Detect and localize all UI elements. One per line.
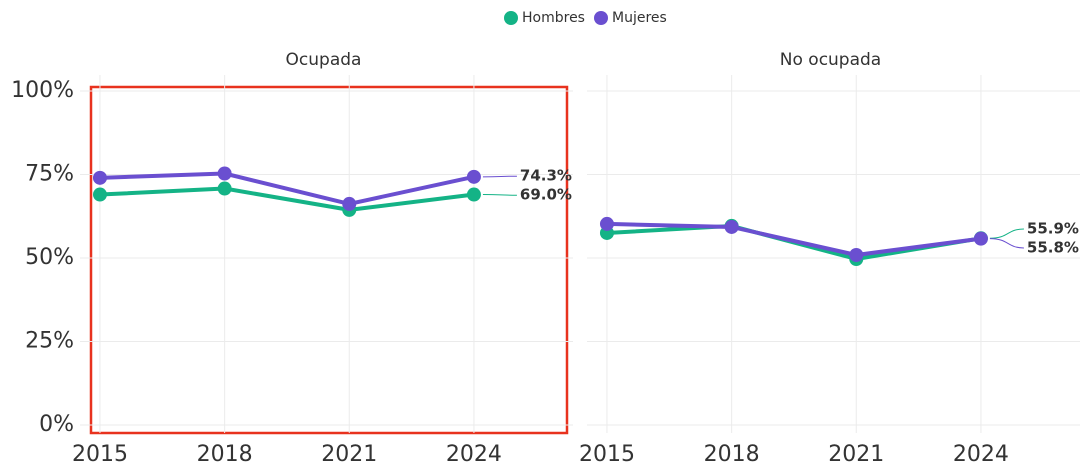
point [92, 187, 107, 202]
y-tick-label: 25% [25, 328, 74, 353]
point [466, 187, 481, 202]
x-tick-label: 2018 [197, 442, 253, 467]
point [724, 219, 739, 234]
y-tick-label: 100% [11, 78, 74, 103]
y-tick-label: 0% [39, 412, 74, 437]
panel-title: Ocupada [286, 50, 362, 70]
series-line [606, 221, 982, 257]
x-tick-label: 2024 [446, 442, 502, 467]
label-leader [989, 228, 1024, 239]
point [849, 247, 864, 262]
series-line [99, 186, 475, 212]
point [342, 196, 357, 211]
legend-label: Hombres [522, 10, 585, 26]
label-leader [482, 194, 517, 196]
y-tick-label: 75% [25, 162, 74, 187]
y-tick-label: 50% [25, 245, 74, 270]
legend-swatch [594, 11, 608, 25]
point [217, 181, 232, 196]
label-leader [989, 238, 1024, 249]
panel-title: No ocupada [780, 50, 881, 70]
x-tick-label: 2024 [953, 442, 1009, 467]
legend-swatch [504, 11, 518, 25]
point [92, 170, 107, 185]
value-label: 55.8% [1027, 238, 1079, 256]
x-tick-label: 2021 [321, 442, 377, 467]
highlight-box [89, 85, 569, 435]
series-line [99, 171, 475, 206]
legend-label: Mujeres [612, 10, 667, 26]
value-label: 74.3% [520, 167, 572, 185]
point [973, 231, 988, 246]
label-leader [482, 175, 517, 178]
x-tick-label: 2018 [704, 442, 760, 467]
x-tick-label: 2021 [828, 442, 884, 467]
point [217, 166, 232, 181]
point [599, 216, 614, 231]
x-tick-label: 2015 [579, 442, 635, 467]
value-label: 69.0% [520, 186, 572, 204]
value-label: 55.9% [1027, 219, 1079, 237]
point [466, 169, 481, 184]
legend: Hombres Mujeres [504, 10, 667, 26]
x-tick-label: 2015 [72, 442, 128, 467]
